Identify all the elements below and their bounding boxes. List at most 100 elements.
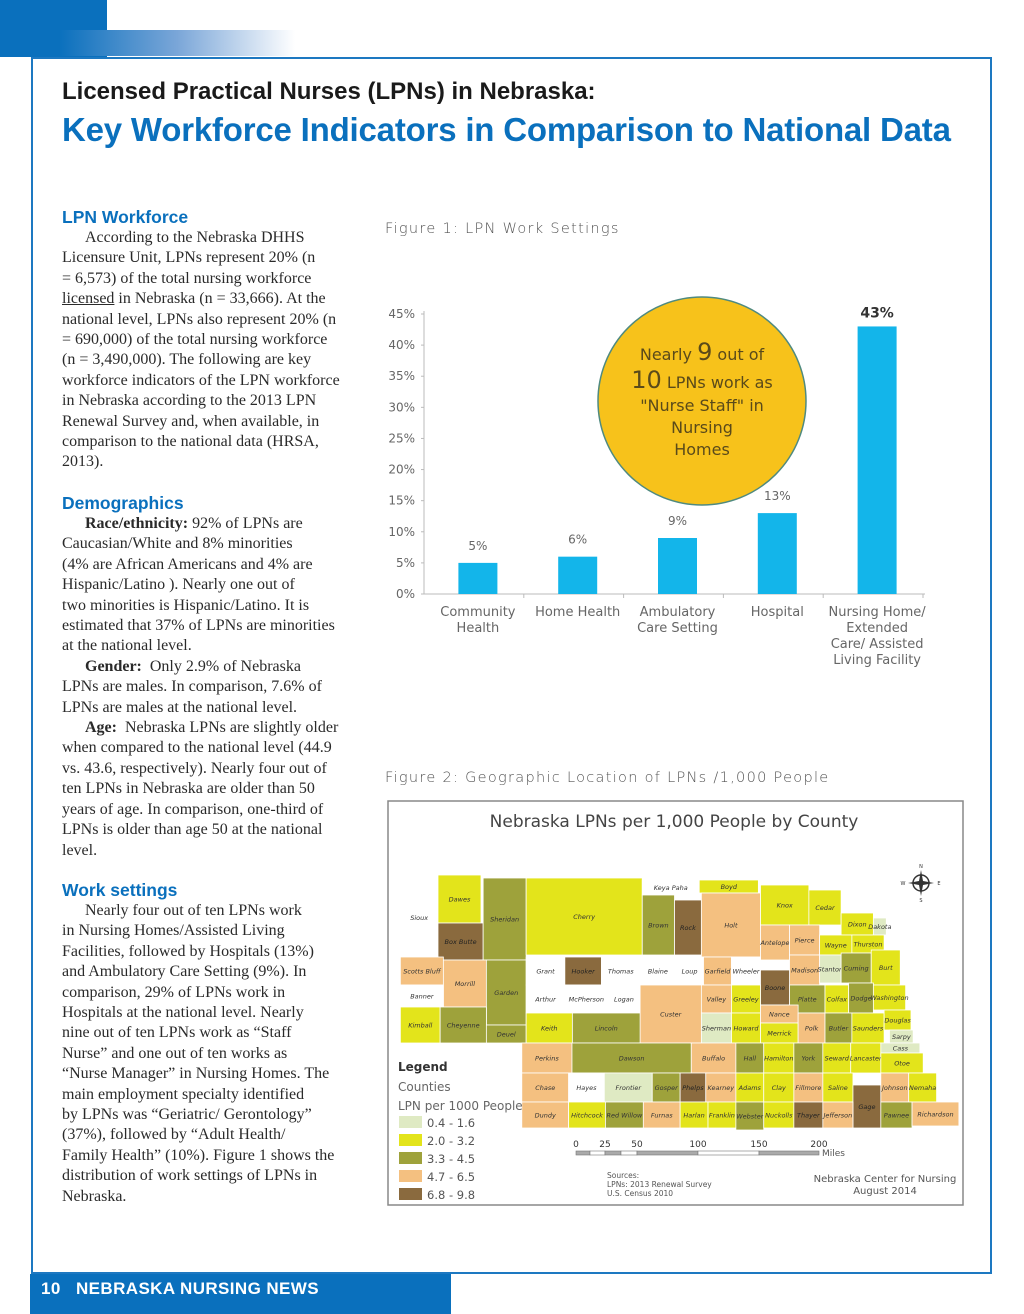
text-line: at the national level. [62,637,192,655]
legend-swatch [399,1134,422,1146]
county-label: Cedar [815,904,836,912]
legend-layer: Counties [398,1080,451,1094]
county-label: Logan [614,996,634,1004]
callout-line: "Nurse Staff" in [640,396,764,415]
scale-tick-label: 100 [689,1140,706,1150]
text-line: comparison to the national data (HRSA, [62,433,319,451]
county-cedar [808,889,842,926]
county-gage [852,1084,882,1129]
callout-text: LPNs work as [662,373,773,392]
category-label: Community [440,605,516,620]
county-label: Blaine [648,968,668,976]
county-label: Adams [738,1084,762,1092]
header-gradient-bar [0,30,295,56]
county-label: Sheridan [490,916,519,924]
county-polk [797,1012,826,1044]
scale-bar-segment [604,1150,622,1156]
category-label: Care Setting [637,621,718,636]
county-sheridan [482,877,527,961]
county-label: Hooker [571,968,596,976]
demographics-text: Race/ethnicity: 92% of LPNs are Caucasian… [62,514,338,861]
county-lincoln [571,1012,641,1044]
legend-label: 3.3 - 4.5 [427,1152,475,1166]
county-label: Boyd [721,883,738,891]
legend-swatch [399,1152,422,1164]
text-line: main employment specialty identified [62,1085,305,1103]
county-valley [700,984,732,1014]
text-line: LPNs are males. In comparison, 7.6% of [62,678,322,696]
compass-rose-icon: N S E W [901,864,941,904]
county-label: Harlan [683,1112,704,1120]
legend-swatch [399,1116,422,1128]
text-line: (37%), followed by “Adult Health/ [62,1126,286,1144]
county-label: Clay [772,1084,786,1092]
county-label: Keya Paha [654,884,688,892]
county-label: Cheyenne [447,1022,480,1030]
county-label: Banner [410,993,435,1001]
text-line: nine out of ten LPNs work as “Staff [62,1024,292,1042]
county-label: Lincoln [595,1025,618,1033]
county-label: Saline [828,1084,848,1092]
scale-unit: Miles [822,1149,845,1159]
county-label: Saunders [853,1025,884,1033]
county-label: Chase [535,1084,555,1092]
data-label: 5% [468,539,487,553]
bar [458,562,498,594]
county-label: Nance [769,1011,790,1019]
text-line: national level, LPNs also represent 20% … [62,310,337,328]
y-tick-label: 0% [396,587,415,601]
county-loup [675,956,704,986]
scale-bar-segment [589,1150,606,1156]
county-grant [525,956,566,986]
county-label: Hitchcock [571,1112,603,1120]
county-gosper [651,1072,681,1103]
county-label: Kearney [707,1084,734,1092]
text-line: LPNs is older than age 50 at the nationa… [62,821,323,839]
county-webster [735,1101,765,1131]
race-paragraph-first-line: Race/ethnicity: 92% of LPNs are [62,514,338,534]
county-label: Dawes [449,896,471,904]
callout-text: Nearly [640,345,697,364]
text-line: Family Health” (10%). Figure 1 shows the [62,1146,335,1164]
text-line: and Ambulatory Care Setting (9%). In [62,963,307,981]
county-label: York [802,1055,816,1063]
text-line: vs. 43.6, respectively). Nearly four out… [62,759,327,777]
county-label: Thurston [854,941,883,949]
county-kimball [399,1006,441,1044]
county-frontier [603,1072,653,1103]
text-line: = 690,000) of the total nursing workforc… [62,331,328,349]
county-label: Perkins [535,1055,559,1063]
text-line: in Nebraska according to the 2013 LPN [62,392,317,410]
work-settings-text: Nearly four out of ten LPNs work in Nursi… [62,901,334,1207]
county-label: Wheeler [732,968,760,976]
county-clay [763,1072,795,1103]
text-line: Nebraska. [62,1187,127,1205]
data-label: 13% [764,489,791,503]
text-run: Only 2.9% of Nebraska [141,657,301,675]
county-label: Howard [734,1025,760,1033]
y-tick-label: 45% [388,307,415,321]
county-label: Furnas [651,1112,673,1120]
category-label: Extended [846,621,908,636]
text-line: According to the Nebraska DHHS [85,229,305,246]
county-label: Rock [680,924,696,932]
county-label: Knox [777,902,793,910]
county-label: Thayer [797,1112,821,1120]
county-pierce [789,924,821,956]
county-greeley [731,984,761,1014]
county-label: Valley [707,996,727,1004]
legend-title: Legend [398,1060,448,1074]
county-label: Johnson [880,1084,908,1092]
scale-tick-label: 200 [810,1140,827,1150]
county-label: Loup [682,968,698,976]
county-label: McPherson [569,996,604,1004]
county-sioux [399,874,439,961]
scale-tick-label: 150 [750,1140,767,1150]
county-dawes [437,874,482,924]
page-frame [31,57,992,1274]
text-line: = 6,573) of the total nursing workforce [62,269,312,287]
y-tick-label: 30% [388,400,415,414]
section-heading-lpn-workforce: LPN Workforce [62,207,189,227]
scale-tick-label: 0 [573,1140,579,1150]
county-dawson [571,1042,692,1074]
